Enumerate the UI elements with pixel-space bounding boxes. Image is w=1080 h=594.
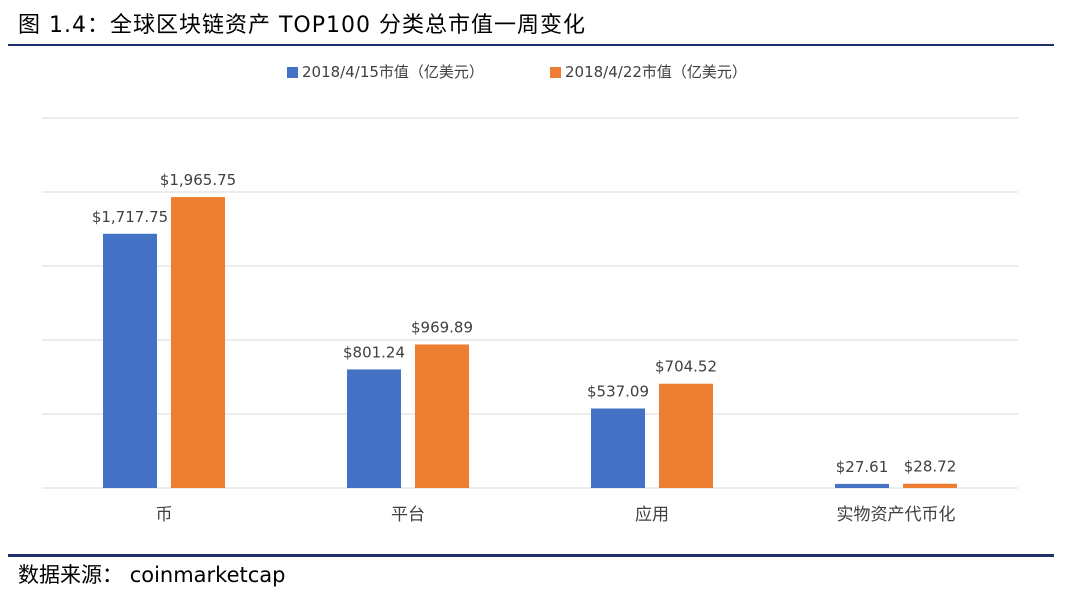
- data-label: $1,965.75: [160, 171, 236, 189]
- legend-label: 2018/4/22市值（亿美元）: [565, 63, 747, 81]
- source-rule: [8, 554, 1054, 557]
- bar-1: [103, 233, 157, 488]
- bar-1: [347, 369, 401, 488]
- bar-2: [415, 344, 469, 488]
- legend-swatch: [550, 67, 561, 78]
- source-line: 数据来源： coinmarketcap: [18, 560, 286, 590]
- legend-label: 2018/4/15市值（亿美元）: [302, 63, 484, 81]
- legend-swatch: [287, 67, 298, 78]
- category-label: 应用: [635, 505, 669, 525]
- bar-2: [903, 483, 957, 488]
- data-label: $1,717.75: [92, 208, 168, 226]
- bar-2: [171, 197, 225, 488]
- source-label: 数据来源：: [18, 563, 123, 587]
- figure-title: 图 1.4：全球区块链资产 TOP100 分类总市值一周变化: [18, 13, 586, 38]
- data-label: $969.89: [411, 318, 473, 336]
- bar-1: [591, 408, 645, 488]
- source-value: coinmarketcap: [129, 563, 286, 587]
- bar-1: [835, 483, 889, 488]
- bar-2: [659, 383, 713, 488]
- data-label: $28.72: [904, 458, 957, 476]
- data-label: $801.24: [343, 343, 405, 361]
- data-label: $704.52: [655, 358, 717, 376]
- title-rule: [8, 44, 1054, 46]
- category-label: 平台: [391, 505, 425, 525]
- category-label: 实物资产代币化: [837, 505, 956, 525]
- data-label: $27.61: [836, 458, 889, 476]
- chart-area: 2018/4/15市值（亿美元） 2018/4/22市值（亿美元） $1,717.7…: [0, 50, 1080, 530]
- data-label: $537.09: [587, 383, 649, 401]
- category-label: 币: [156, 505, 173, 525]
- bar-chart: 2018/4/15市值（亿美元） 2018/4/22市值（亿美元） $1,717.7…: [42, 63, 1018, 525]
